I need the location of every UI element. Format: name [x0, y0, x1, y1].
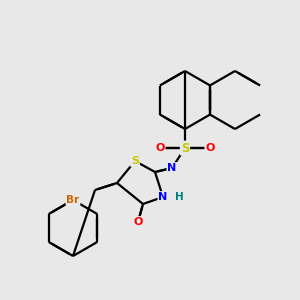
- Text: O: O: [205, 143, 215, 153]
- Text: H: H: [175, 192, 183, 202]
- Text: N: N: [158, 192, 168, 202]
- Text: Br: Br: [66, 195, 80, 205]
- Text: N: N: [167, 163, 177, 173]
- Text: O: O: [155, 143, 165, 153]
- Text: S: S: [181, 142, 189, 154]
- Text: S: S: [131, 156, 139, 166]
- Text: O: O: [133, 217, 143, 227]
